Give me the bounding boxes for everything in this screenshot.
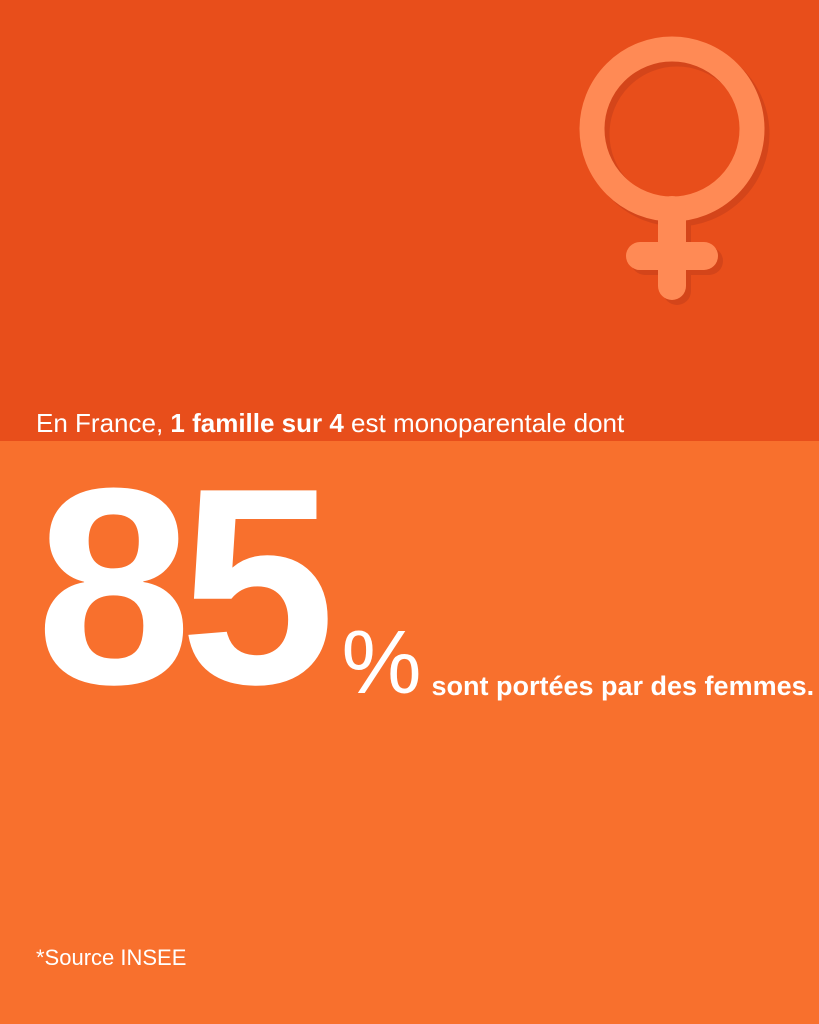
stat-row: 85 % sont portées par des femmes.: [36, 431, 815, 743]
stat-caption: sont portées par des femmes.: [431, 671, 815, 701]
female-venus-icon: [579, 36, 770, 305]
intro-highlight: 1 famille sur 4: [170, 408, 344, 438]
intro-sentence: En France, 1 famille sur 4 est monoparen…: [36, 408, 624, 438]
intro-suffix: est monoparentale dont: [343, 408, 625, 438]
source-note: *Source INSEE: [36, 945, 187, 970]
stat-unit: %: [341, 613, 422, 713]
bottom-band: [0, 441, 819, 1024]
stat-value: 85: [36, 431, 335, 743]
intro-prefix: En France,: [36, 408, 171, 438]
